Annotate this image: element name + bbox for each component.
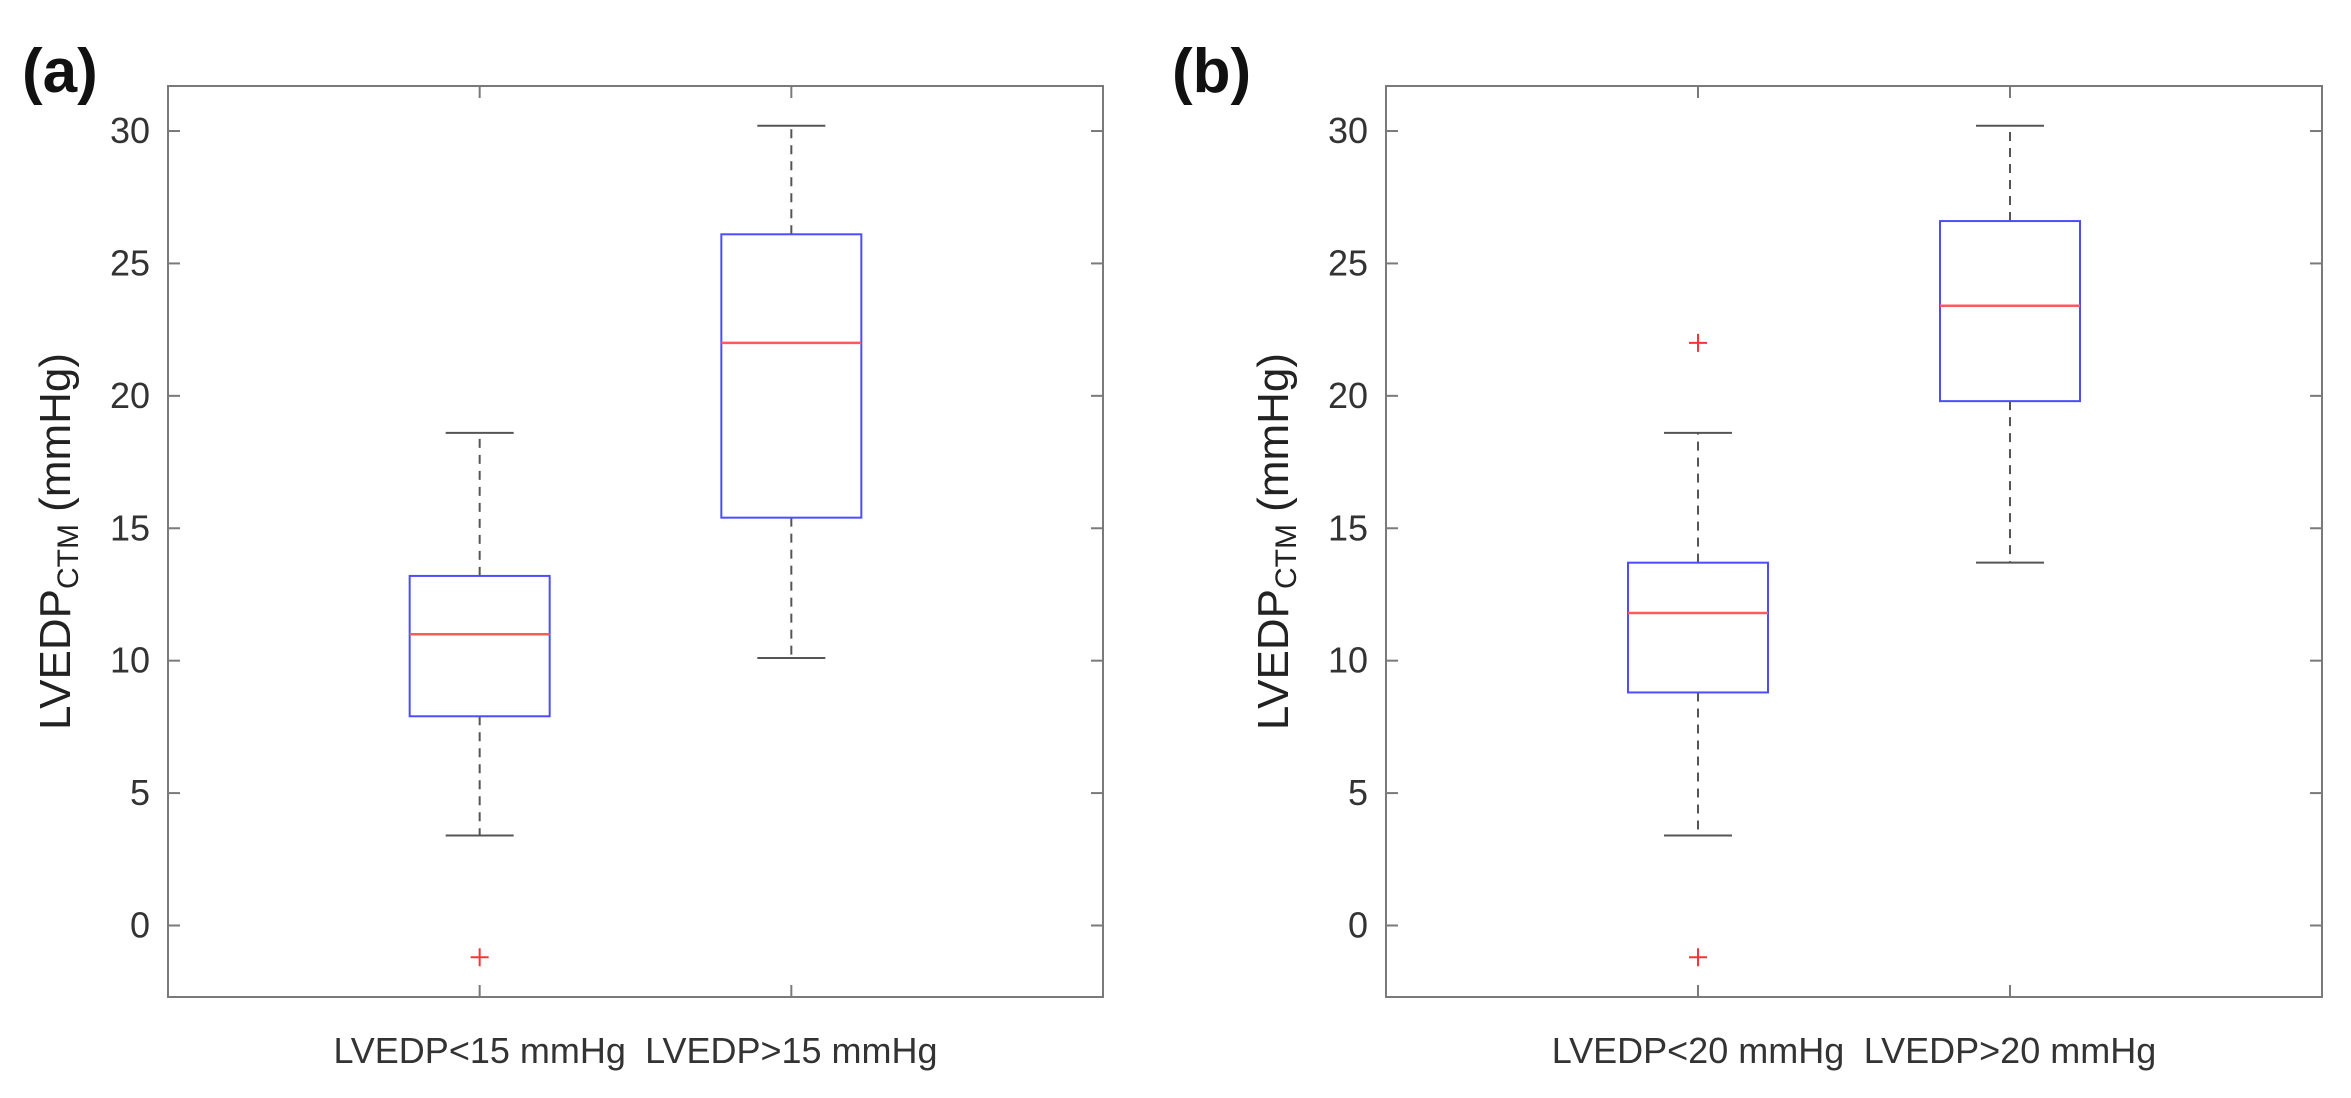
- y-tick-label: 30: [1328, 110, 1368, 151]
- panel-a: (a) 0 5 10 15 20 25 30 LVEDP<15 mmHg LVEDP>15 mmH…: [22, 37, 1104, 1071]
- y-tick-label: 20: [1328, 375, 1368, 416]
- axes-frame: [1385, 85, 2323, 998]
- y-tick-label: 0: [1348, 904, 1368, 945]
- y-axis-label-subscript: CTM: [1270, 524, 1303, 589]
- iqr-box: [1939, 220, 2081, 403]
- panel-label: (b): [1172, 37, 1251, 106]
- panel-label: (a): [22, 37, 98, 106]
- y-axis-label-unit: (mmHg): [1249, 353, 1298, 524]
- y-tick-label: 30: [110, 110, 150, 151]
- y-tick-label: 25: [1328, 242, 1368, 283]
- y-axis-label-subscript: CTM: [52, 524, 85, 589]
- outlier-marker: [470, 948, 489, 967]
- y-axis-label-unit: (mmHg): [31, 353, 80, 524]
- box-1: [720, 124, 863, 660]
- y-tick-label: 5: [1348, 772, 1368, 813]
- category-label: LVEDP<15 mmHg: [333, 1030, 625, 1071]
- iqr-box: [1627, 561, 1769, 694]
- iqr-box: [720, 233, 863, 519]
- y-axis-label-main: LVEDP: [1249, 589, 1298, 730]
- category-label: LVEDP<20 mmHg: [1552, 1030, 1844, 1071]
- axes-frame: [167, 85, 1104, 998]
- y-tick-label: 20: [110, 375, 150, 416]
- iqr-box: [408, 574, 551, 718]
- y-tick-label: 5: [130, 772, 150, 813]
- outlier-marker: [1689, 948, 1707, 967]
- y-tick-label: 0: [130, 904, 150, 945]
- panel-b: (b) 0 5 10 15 20 25 30 LVEDP<20 mmHg LVEDP>20 mmH…: [1172, 37, 2323, 1071]
- y-tick-label: 25: [110, 242, 150, 283]
- category-label: LVEDP>20 mmHg: [1864, 1030, 2156, 1071]
- category-label: LVEDP>15 mmHg: [645, 1030, 937, 1071]
- box-0: [408, 431, 551, 967]
- y-tick-label: 10: [110, 640, 150, 681]
- y-axis-label: LVEDPCTM (mmHg): [31, 353, 85, 730]
- outlier-marker: [1689, 333, 1707, 352]
- y-tick-label: 15: [1328, 507, 1368, 548]
- y-tick-label: 15: [110, 507, 150, 548]
- box-1: [1939, 124, 2081, 564]
- y-tick-label: 10: [1328, 640, 1368, 681]
- y-axis-label-main: LVEDP: [31, 589, 80, 730]
- y-axis-label: LVEDPCTM (mmHg): [1249, 353, 1303, 730]
- box-0: [1627, 333, 1769, 967]
